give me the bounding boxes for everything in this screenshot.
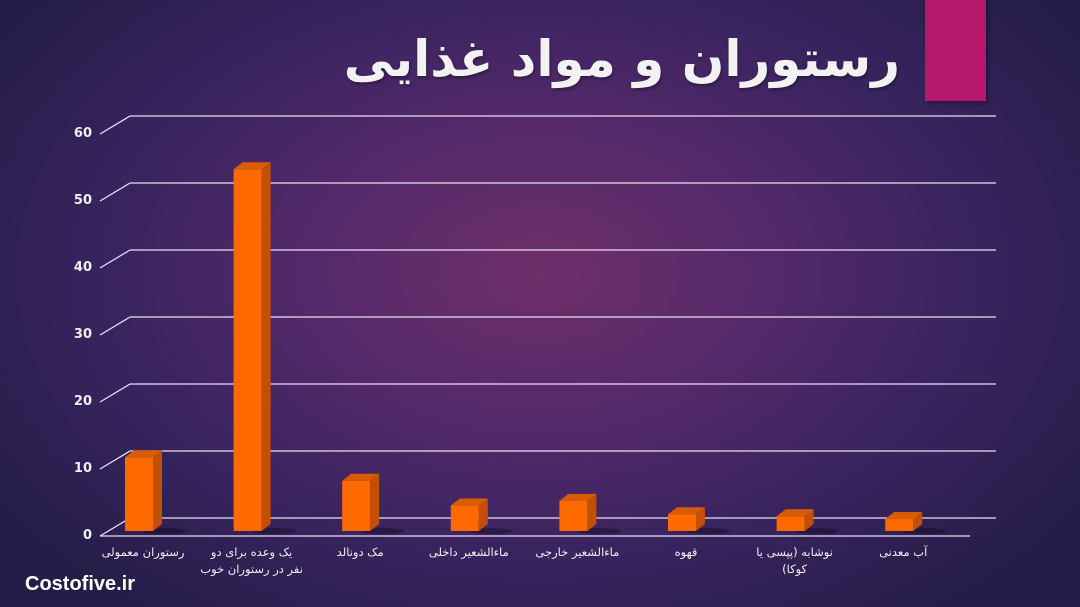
bar [233,169,262,531]
x-tick-label-line1: آب معدنی [879,545,928,559]
bar-side [587,493,597,531]
gridline-diagonal [99,383,131,403]
accent-block [925,0,986,101]
x-tick-label: مک دونالد [305,544,415,561]
bar-top [776,509,814,517]
y-tick-label: 40 [73,260,92,275]
bar-side [804,509,814,531]
bar-top [125,450,162,458]
bar-side [261,162,271,531]
x-tick-label: آب معدنی [848,544,958,561]
y-tick-label: 0 [82,528,92,543]
x-tick-label-line1: رستوران معمولی [101,545,185,559]
bar [559,500,588,531]
bar-side [478,498,488,531]
bar [450,505,479,531]
x-tick-label-line1: یک وعده برای دو [210,545,293,559]
bar [885,518,914,531]
bar-side [913,511,923,531]
gridline-diagonal [99,316,131,336]
bar-side [370,473,380,531]
x-tick-label: قهوه [631,544,741,561]
x-tick-label-line1: مک دونالد [336,545,384,559]
x-tick-label-line1: قهوه [674,545,698,559]
x-tick-label: نوشابه (پپسی یا کوکا) [740,544,850,578]
bar-top [450,498,488,506]
x-tick-label-line1: ماءالشعیر خارجی [535,545,620,559]
y-tick-label: 20 [73,394,92,409]
y-tick-label: 30 [73,327,92,342]
bar-top [885,511,923,519]
x-tick-label-line2: کوکا) [782,562,808,576]
gridline-diagonal [99,450,131,470]
x-tick-label: یک وعده برای دو نفر در رستوران خوب [197,544,307,578]
y-tick-label: 60 [73,126,92,141]
page-title: رستوران و مواد غذایی [343,30,900,88]
y-tick-label: 10 [73,461,92,476]
bar [776,516,805,531]
gridline-diagonal [99,249,131,269]
gridline-diagonal [99,182,131,202]
x-tick-label: ماءالشعیر خارجی [522,544,632,561]
bar-side [153,450,162,531]
y-tick-label: 50 [73,193,92,208]
x-tick-label-line1: ماءالشعیر داخلی [428,545,509,559]
bar [342,480,371,531]
bar [668,514,696,531]
x-tick-label-line1: نوشابه (پپسی یا [756,545,833,559]
bar [125,457,153,531]
gridline-diagonal [99,115,131,135]
bar-top [342,473,380,481]
x-tick-label: ماءالشعیر داخلی [414,544,524,561]
x-tick-label-line2: نفر در رستوران خوب [200,562,303,576]
bar-top [559,493,597,501]
brand-watermark: Costofive.ir [25,573,136,595]
bar-top [233,162,271,170]
bar-top [668,507,705,515]
bar-side [696,507,705,531]
x-tick-label: رستوران معمولی [88,544,198,561]
